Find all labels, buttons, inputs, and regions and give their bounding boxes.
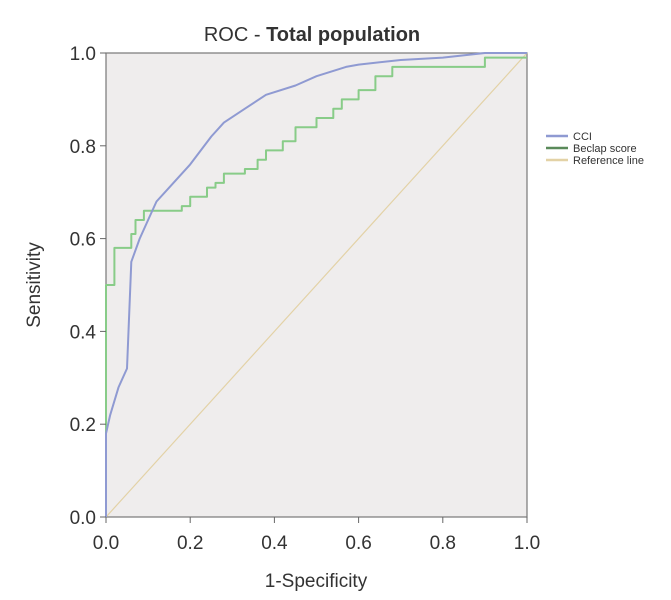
y-tick-label: 0.2 — [70, 415, 96, 436]
y-tick-label: 0.0 — [70, 508, 96, 529]
x-tick-label: 0.2 — [177, 533, 203, 554]
y-axis-label: Sensitivity — [24, 242, 45, 328]
series-line-beclap-score — [105, 56, 527, 517]
y-tick-label: 0.6 — [70, 230, 96, 251]
chart-title-bold: Total population — [266, 24, 420, 46]
x-axis-label: 1-Specificity — [265, 571, 368, 592]
x-tick-label: 0.0 — [93, 533, 119, 554]
x-tick-label: 0.6 — [345, 533, 371, 554]
y-tick-label: 0.8 — [70, 137, 96, 158]
legend-label: Beclap score — [573, 143, 637, 155]
y-tick-label: 0.4 — [70, 322, 97, 343]
x-tick-label: 0.8 — [430, 533, 456, 554]
x-tick-label: 1.0 — [514, 533, 540, 554]
chart-title: ROC - Total population — [204, 24, 420, 46]
series-line-reference-line — [105, 52, 528, 518]
legend-label: CCI — [573, 131, 592, 143]
x-tick-label: 0.4 — [261, 533, 288, 554]
y-tick-label: 1.0 — [70, 44, 96, 65]
legend-label: Reference line — [573, 155, 644, 167]
series-line-cci — [105, 52, 527, 517]
chart-title-prefix: ROC - — [204, 24, 266, 46]
